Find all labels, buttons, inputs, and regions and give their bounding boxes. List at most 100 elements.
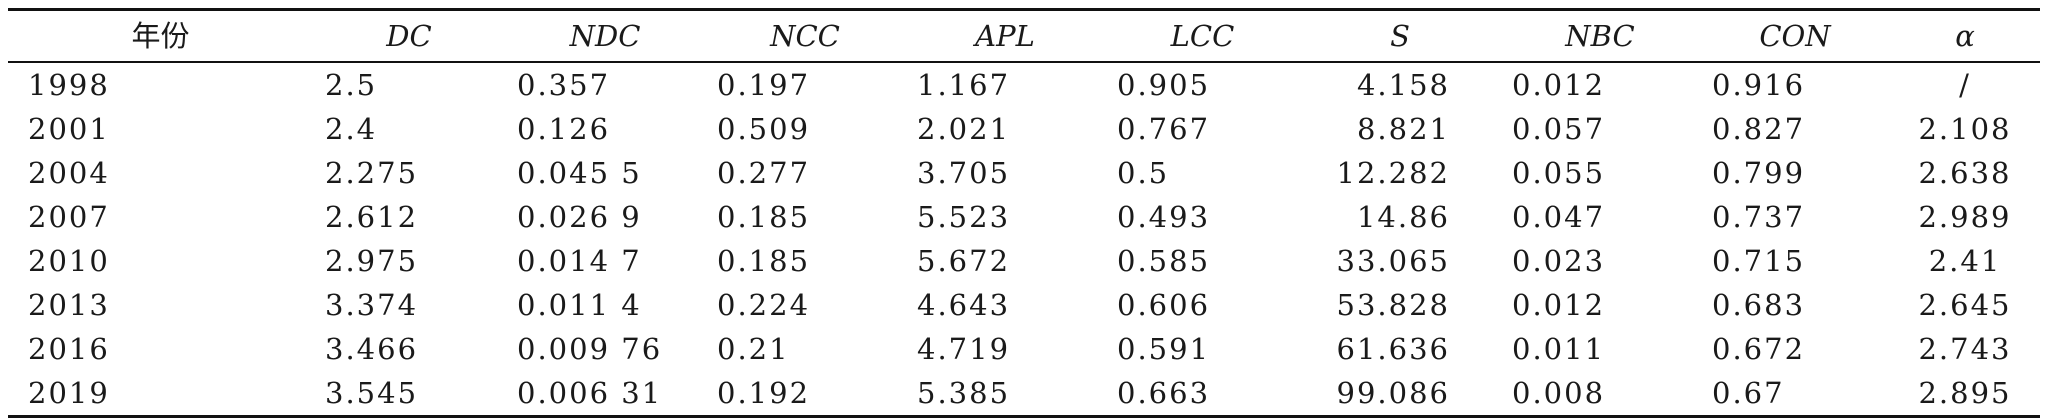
cell-ndc: 0.006 31 [517,376,663,410]
table-row: 2007 2.612 0.026 9 0.185 5.523 0.493 14.86 0.04… [8,195,2040,239]
cell-alpha: 2.743 [1918,332,2012,366]
cell-s: 12.282 [1336,156,1450,190]
cell-alpha: 2.41 [1928,244,2002,278]
cell-s: 99.086 [1336,376,1450,410]
cell-con: 0.799 [1712,156,1806,190]
cell-year: 2013 [28,288,110,322]
header-dc: DC [386,19,432,53]
cell-ndc: 0.014 7 [517,244,642,278]
cell-nbc: 0.023 [1512,244,1606,278]
cell-alpha: / [1959,68,1971,102]
cell-apl: 1.167 [917,68,1011,102]
cell-con: 0.715 [1712,244,1806,278]
cell-lcc: 0.767 [1117,112,1211,146]
cell-ndc: 0.126 [517,112,611,146]
cell-apl: 5.523 [917,200,1011,234]
header-lcc: LCC [1170,19,1235,53]
cell-dc: 2.612 [325,200,419,234]
cell-ncc: 0.197 [717,68,811,102]
cell-ncc: 0.185 [717,244,811,278]
cell-ncc: 0.509 [717,112,811,146]
cell-alpha: 2.108 [1918,112,2012,146]
cell-dc: 3.466 [325,332,419,366]
cell-ncc: 0.21 [717,332,790,366]
cell-con: 0.737 [1712,200,1806,234]
cell-ncc: 0.185 [717,200,811,234]
cell-ncc: 0.192 [717,376,811,410]
cell-apl: 3.705 [917,156,1011,190]
cell-lcc: 0.585 [1117,244,1211,278]
cell-ndc: 0.357 [517,68,611,102]
table-row: 2004 2.275 0.045 5 0.277 3.705 0.5 12.282 0.055… [8,151,2040,195]
cell-alpha: 2.645 [1918,288,2012,322]
header-con: CON [1759,19,1831,53]
cell-alpha: 2.989 [1918,200,2012,234]
cell-s: 53.828 [1336,288,1450,322]
cell-ndc: 0.026 9 [517,200,642,234]
header-year: 年份 [131,19,190,53]
cell-dc: 2.275 [325,156,419,190]
cell-con: 0.916 [1712,68,1806,102]
cell-nbc: 0.011 [1512,332,1606,366]
table-body: 1998 2.5 0.357 0.197 1.167 0.905 4.158 0.012 0.9… [8,62,2040,417]
table-row: 2001 2.4 0.126 0.509 2.021 0.767 8.821 0.057 0.8… [8,107,2040,151]
cell-year: 2001 [28,112,110,146]
cell-con: 0.67 [1712,376,1785,410]
header-apl: APL [975,19,1035,53]
cell-ncc: 0.224 [717,288,811,322]
cell-lcc: 0.493 [1117,200,1211,234]
cell-ndc: 0.011 4 [517,288,642,322]
cell-dc: 3.545 [325,376,419,410]
cell-year: 2016 [28,332,110,366]
cell-dc: 3.374 [325,288,419,322]
cell-apl: 4.719 [917,332,1011,366]
header-ndc: NDC [569,19,641,53]
cell-year: 2007 [28,200,110,234]
cell-lcc: 0.663 [1117,376,1211,410]
cell-s: 14.86 [1356,200,1450,234]
cell-alpha: 2.638 [1918,156,2012,190]
header-s: S [1390,19,1410,53]
table-row: 2019 3.545 0.006 31 0.192 5.385 0.663 99.086 0.… [8,371,2040,417]
table-header-row: 年份 DC NDC NCC APL LCC S NBC CON α [8,9,2040,62]
cell-lcc: 0.5 [1117,156,1170,190]
cell-ndc: 0.045 5 [517,156,642,190]
cell-lcc: 0.606 [1117,288,1211,322]
cell-lcc: 0.591 [1117,332,1211,366]
cell-con: 0.672 [1712,332,1806,366]
cell-ncc: 0.277 [717,156,811,190]
cell-dc: 2.4 [325,112,378,146]
data-table-container: 年份 DC NDC NCC APL LCC S NBC CON α 1998 2.… [8,8,2040,418]
table-row: 2016 3.466 0.009 76 0.21 4.719 0.591 61.636 0.0… [8,327,2040,371]
cell-ndc: 0.009 76 [517,332,663,366]
header-alpha: α [1955,19,1975,53]
table-row: 2013 3.374 0.011 4 0.224 4.643 0.606 53.828 0.0… [8,283,2040,327]
cell-year: 2010 [28,244,110,278]
cell-apl: 5.672 [917,244,1011,278]
cell-nbc: 0.047 [1512,200,1606,234]
cell-nbc: 0.008 [1512,376,1606,410]
table-row: 2010 2.975 0.014 7 0.185 5.672 0.585 33.065 0.0… [8,239,2040,283]
cell-alpha: 2.895 [1918,376,2012,410]
table-row: 1998 2.5 0.357 0.197 1.167 0.905 4.158 0.012 0.9… [8,62,2040,107]
cell-year: 2019 [28,376,110,410]
header-ncc: NCC [770,19,840,53]
cell-nbc: 0.055 [1512,156,1606,190]
cell-dc: 2.975 [325,244,419,278]
cell-dc: 2.5 [325,68,378,102]
cell-s: 61.636 [1336,332,1450,366]
cell-nbc: 0.012 [1512,288,1606,322]
cell-apl: 5.385 [917,376,1011,410]
cell-apl: 2.021 [917,112,1011,146]
cell-apl: 4.643 [917,288,1011,322]
cell-nbc: 0.057 [1512,112,1606,146]
network-metrics-table: 年份 DC NDC NCC APL LCC S NBC CON α 1998 2.… [8,8,2040,418]
header-nbc: NBC [1565,19,1635,53]
cell-s: 33.065 [1336,244,1450,278]
cell-year: 2004 [28,156,110,190]
cell-nbc: 0.012 [1512,68,1606,102]
cell-s: 4.158 [1356,68,1450,102]
cell-con: 0.683 [1712,288,1806,322]
cell-year: 1998 [28,68,110,102]
cell-lcc: 0.905 [1117,68,1211,102]
